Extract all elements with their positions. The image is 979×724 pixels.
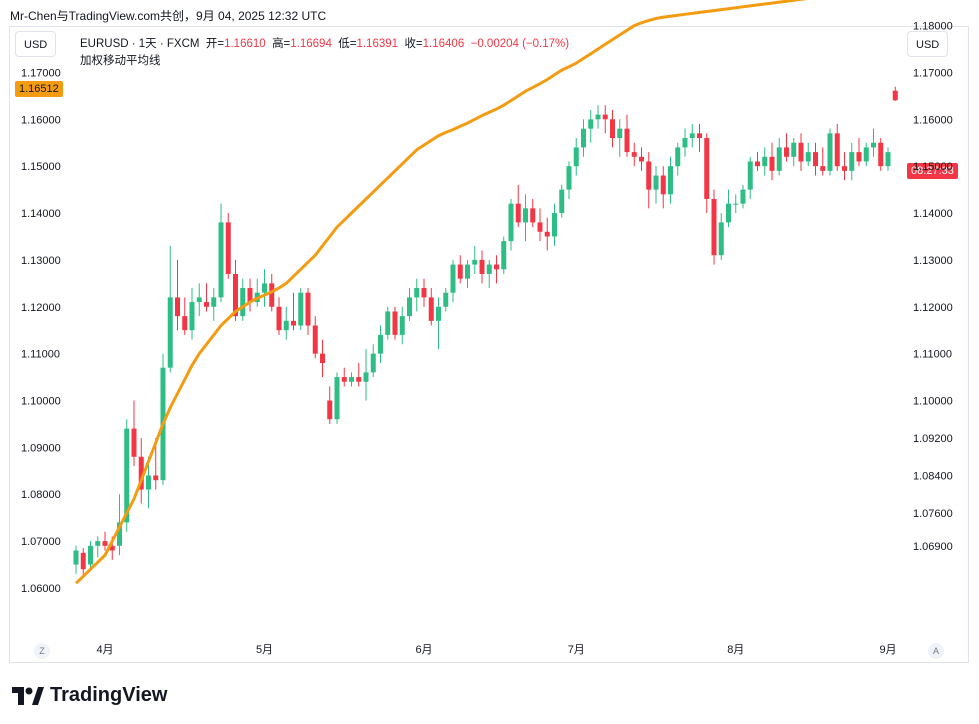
high-label: 高= <box>272 38 291 50</box>
high-value: 1.16694 <box>290 38 332 50</box>
low-value: 1.16391 <box>356 38 399 50</box>
price-countdown-badge: 08:27:33 <box>907 163 958 179</box>
ma-value-label: 1.16512 <box>15 81 63 97</box>
brand-name: TradingView <box>50 684 168 706</box>
close-label: 收= <box>404 38 423 50</box>
left-currency-button[interactable]: USD <box>15 31 57 57</box>
auto-scale-button[interactable]: A <box>928 643 944 659</box>
right-currency-button[interactable]: USD <box>907 31 949 57</box>
open-label: 开= <box>205 38 225 50</box>
zoom-corner-button[interactable]: Z <box>34 643 50 659</box>
chart-frame <box>9 26 969 663</box>
low-label: 低= <box>338 38 357 50</box>
ohlc-legend: EURUSD · 1天 · FXCM 开=1.16610 高=1.16694 低… <box>80 35 569 51</box>
tradingview-logo-icon <box>12 686 44 705</box>
tradingview-logo: TradingView <box>12 684 167 707</box>
chart-header: Mr-Chen与TradingView.com共创，9月 04, 2025 12… <box>10 9 327 23</box>
open-value: 1.16610 <box>224 38 266 50</box>
close-value: 1.16406 <box>422 38 465 50</box>
symbol-label[interactable]: EURUSD · 1天 · FXCM <box>80 38 200 50</box>
indicator-legend[interactable]: 加权移动平均线 <box>80 55 161 67</box>
change-value: −0.00204 (−0.17%) <box>470 38 570 50</box>
